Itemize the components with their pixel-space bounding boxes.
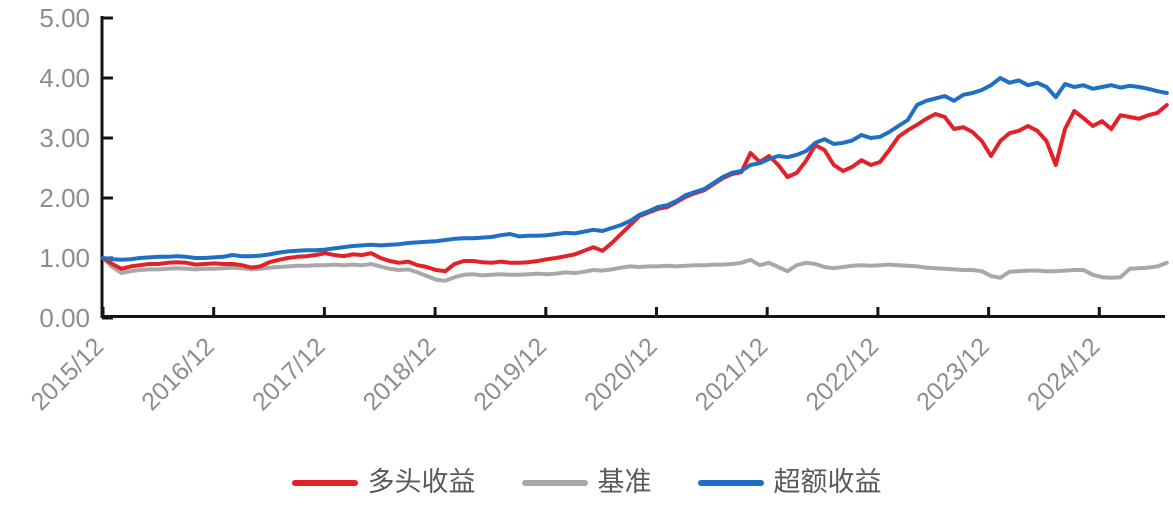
legend-swatch-blue-line	[697, 479, 764, 486]
y-axis-tick-label: 1.00	[39, 243, 90, 273]
legend-label-benchmark: 基准	[597, 467, 652, 497]
x-axis-tick-label: 2022/12	[800, 332, 884, 416]
y-axis-tick-label: 3.00	[39, 123, 90, 153]
chart-legend: 多头收益 基准 超额收益	[0, 469, 1173, 496]
x-axis-tick-label: 2017/12	[247, 332, 331, 416]
y-axis-tick-label: 0.00	[39, 303, 90, 333]
legend-item-long-return: 多头收益	[291, 467, 476, 497]
x-axis-tick-label: 2020/12	[579, 332, 663, 416]
legend-item-benchmark: 基准	[521, 467, 652, 497]
x-axis-tick-label: 2021/12	[690, 332, 774, 416]
legend-swatch-red-line	[291, 479, 358, 486]
x-axis-tick-label: 2019/12	[468, 332, 552, 416]
x-axis-tick-label: 2018/12	[358, 332, 442, 416]
x-axis-tick-label: 2015/12	[26, 332, 110, 416]
x-axis-tick-label: 2024/12	[1022, 332, 1106, 416]
y-axis-tick-label: 2.00	[39, 183, 90, 213]
y-axis-tick-label: 5.00	[39, 3, 90, 33]
legend-label-excess-return: 超额收益	[773, 467, 882, 497]
legend-swatch-gray-line	[521, 479, 588, 486]
x-axis-tick-label: 2023/12	[911, 332, 995, 416]
x-axis-tick-label: 2016/12	[136, 332, 220, 416]
series-line-超额收益	[101, 76, 1169, 262]
series-line-多头收益	[101, 103, 1169, 274]
y-axis-tick-label: 4.00	[39, 63, 90, 93]
legend-label-long-return: 多头收益	[367, 467, 476, 497]
legend-item-excess-return: 超额收益	[697, 467, 882, 497]
series-line-基准	[101, 256, 1169, 283]
